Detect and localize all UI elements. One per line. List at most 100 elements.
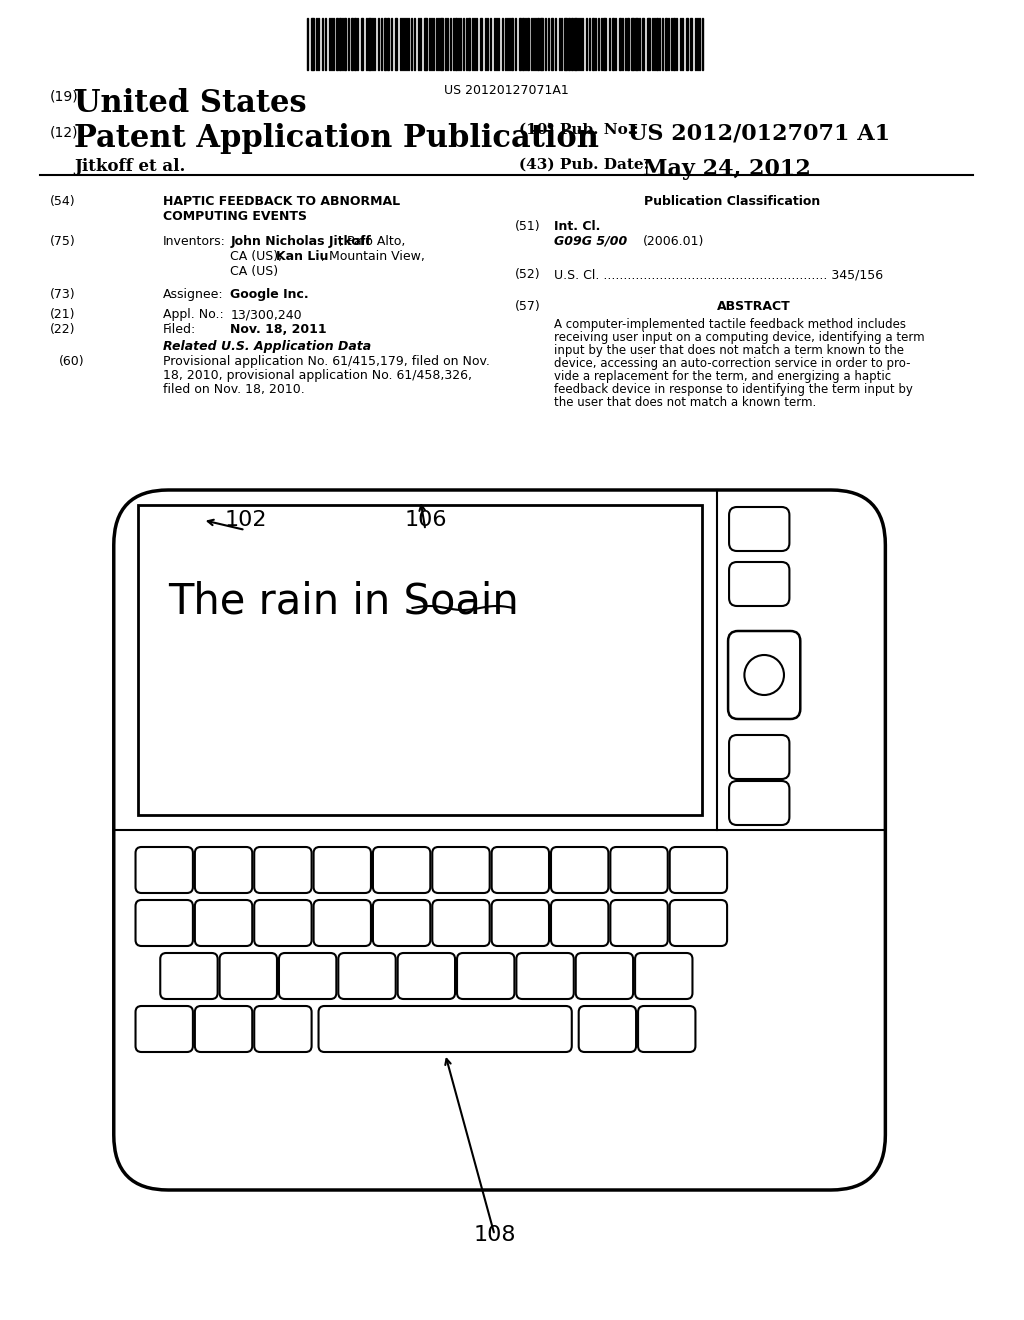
Text: 106: 106	[404, 510, 446, 531]
Text: U.S. Cl. ........................................................ 345/156: U.S. Cl. ...............................…	[554, 268, 883, 281]
Text: G09G 5/00: G09G 5/00	[554, 235, 628, 248]
FancyBboxPatch shape	[338, 953, 395, 999]
Bar	[387, 18, 389, 70]
Text: Assignee:: Assignee:	[163, 288, 224, 301]
Bar	[564, 18, 567, 70]
Text: Inventors:: Inventors:	[163, 235, 226, 248]
Bar	[573, 18, 577, 70]
FancyBboxPatch shape	[313, 847, 371, 894]
Bar	[522, 18, 524, 70]
Text: (57): (57)	[514, 300, 540, 313]
Text: HAPTIC FEEDBACK TO ABNORMAL: HAPTIC FEEDBACK TO ABNORMAL	[163, 195, 400, 209]
Bar	[635, 18, 638, 70]
FancyBboxPatch shape	[610, 847, 668, 894]
Text: Filed:: Filed:	[163, 323, 197, 337]
Text: , Palo Alto,: , Palo Alto,	[339, 235, 406, 248]
Bar	[322, 18, 324, 70]
Text: (12): (12)	[49, 125, 78, 140]
Bar	[468, 18, 470, 70]
FancyBboxPatch shape	[135, 847, 193, 894]
Bar	[344, 18, 346, 70]
Bar	[505, 18, 507, 70]
Bar	[655, 18, 657, 70]
Bar	[620, 18, 622, 70]
FancyBboxPatch shape	[635, 953, 692, 999]
FancyBboxPatch shape	[729, 781, 790, 825]
Text: (2006.01): (2006.01)	[643, 235, 705, 248]
FancyBboxPatch shape	[516, 953, 573, 999]
Bar	[336, 18, 338, 70]
Text: (75): (75)	[49, 235, 75, 248]
Text: CA (US);: CA (US);	[230, 249, 287, 263]
Bar	[361, 18, 364, 70]
FancyBboxPatch shape	[551, 900, 608, 946]
Bar	[642, 18, 644, 70]
Circle shape	[744, 655, 784, 696]
FancyBboxPatch shape	[318, 1006, 571, 1052]
Bar	[527, 18, 529, 70]
FancyBboxPatch shape	[729, 507, 790, 550]
Text: feedback device in response to identifying the term input by: feedback device in response to identifyi…	[554, 383, 912, 396]
Text: 13/300,240: 13/300,240	[230, 308, 302, 321]
FancyBboxPatch shape	[254, 900, 311, 946]
Bar	[685, 18, 687, 70]
Bar	[538, 18, 539, 70]
FancyBboxPatch shape	[729, 562, 790, 606]
Bar	[592, 18, 594, 70]
Text: CA (US): CA (US)	[230, 265, 279, 279]
Bar	[440, 18, 443, 70]
Text: (60): (60)	[59, 355, 85, 368]
Text: Kan Liu: Kan Liu	[276, 249, 329, 263]
FancyBboxPatch shape	[135, 900, 193, 946]
Bar	[480, 18, 481, 70]
Text: (10) Pub. No.:: (10) Pub. No.:	[519, 123, 639, 137]
FancyBboxPatch shape	[195, 1006, 252, 1052]
Text: ABSTRACT: ABSTRACT	[717, 300, 791, 313]
FancyBboxPatch shape	[579, 1006, 636, 1052]
Text: US 2012/0127071 A1: US 2012/0127071 A1	[628, 123, 890, 145]
Bar	[351, 18, 353, 70]
Text: Related U.S. Application Data: Related U.S. Application Data	[163, 341, 372, 352]
Bar	[603, 18, 606, 70]
Bar	[384, 18, 386, 70]
Bar	[551, 18, 553, 70]
Bar	[394, 18, 396, 70]
FancyBboxPatch shape	[373, 847, 430, 894]
Text: receiving user input on a computing device, identifying a term: receiving user input on a computing devi…	[554, 331, 925, 345]
Text: 18, 2010, provisional application No. 61/458,326,: 18, 2010, provisional application No. 61…	[163, 370, 472, 381]
FancyBboxPatch shape	[670, 847, 727, 894]
FancyBboxPatch shape	[114, 490, 886, 1191]
FancyBboxPatch shape	[432, 900, 489, 946]
Text: (73): (73)	[49, 288, 75, 301]
Text: US 20120127071A1: US 20120127071A1	[444, 84, 569, 96]
Bar	[424, 18, 427, 70]
FancyBboxPatch shape	[373, 900, 430, 946]
Bar	[339, 18, 341, 70]
FancyBboxPatch shape	[279, 953, 336, 999]
Bar	[665, 18, 667, 70]
FancyBboxPatch shape	[219, 953, 276, 999]
Text: Provisional application No. 61/415,179, filed on Nov.: Provisional application No. 61/415,179, …	[163, 355, 490, 368]
Text: Publication Classification: Publication Classification	[644, 195, 820, 209]
FancyBboxPatch shape	[610, 900, 668, 946]
Text: (51): (51)	[514, 220, 540, 234]
FancyBboxPatch shape	[670, 900, 727, 946]
FancyBboxPatch shape	[254, 847, 311, 894]
Text: (43) Pub. Date:: (43) Pub. Date:	[519, 158, 649, 172]
Text: Int. Cl.: Int. Cl.	[554, 220, 600, 234]
Bar	[568, 18, 569, 70]
FancyBboxPatch shape	[313, 900, 371, 946]
Bar	[138, 506, 702, 814]
Bar	[310, 18, 313, 70]
Bar	[627, 18, 629, 70]
FancyBboxPatch shape	[195, 900, 252, 946]
FancyBboxPatch shape	[135, 1006, 193, 1052]
Bar	[612, 18, 614, 70]
FancyBboxPatch shape	[160, 953, 218, 999]
Text: the user that does not match a known term.: the user that does not match a known ter…	[554, 396, 816, 409]
Text: filed on Nov. 18, 2010.: filed on Nov. 18, 2010.	[163, 383, 305, 396]
Text: The rain in Soain: The rain in Soain	[168, 579, 519, 622]
FancyBboxPatch shape	[432, 847, 489, 894]
FancyBboxPatch shape	[457, 953, 514, 999]
Text: Patent Application Publication: Patent Application Publication	[74, 123, 599, 154]
